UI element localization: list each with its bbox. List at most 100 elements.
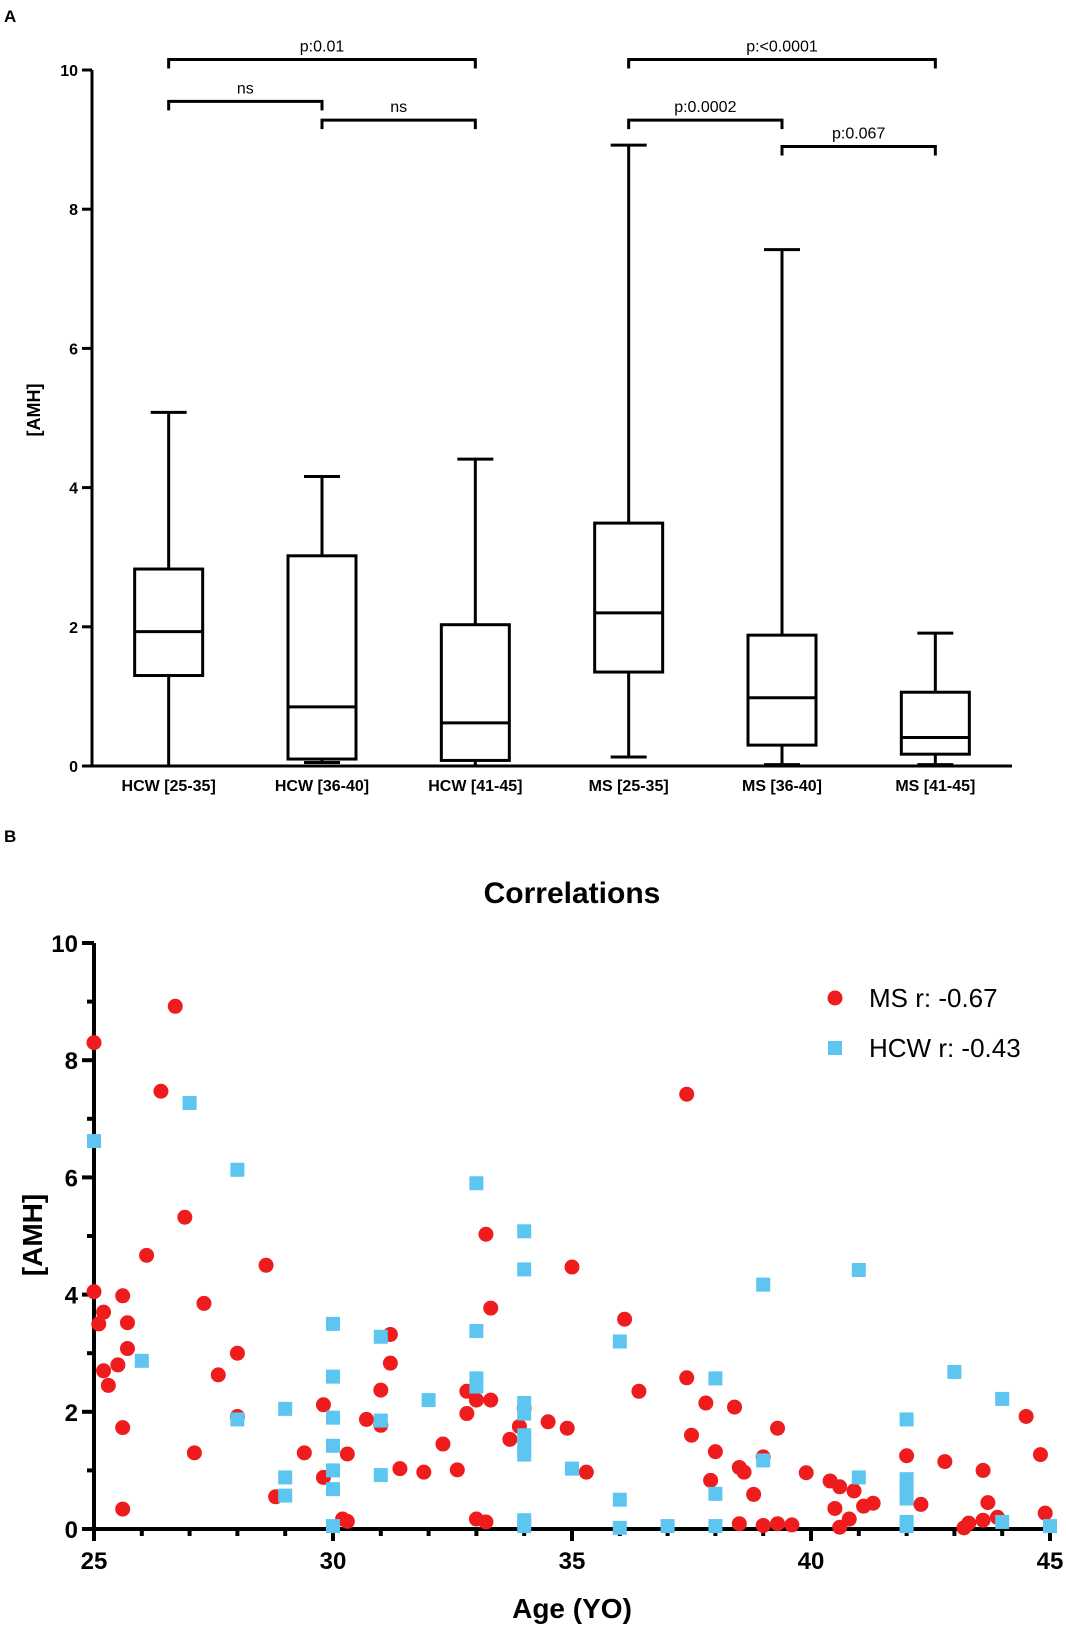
hcw-point: [612, 1334, 627, 1349]
significance-label: p:<0.0001: [746, 39, 818, 56]
panel-b-label: B: [4, 827, 16, 846]
ms-point: [119, 1315, 135, 1331]
ms-point: [96, 1304, 112, 1320]
ms-point: [373, 1382, 389, 1398]
ms-point: [315, 1397, 331, 1413]
category-label: MS [41-45]: [895, 778, 975, 795]
hcw-point: [851, 1262, 866, 1277]
ms-point: [564, 1259, 580, 1275]
hcw-point: [660, 1519, 675, 1534]
ms-point: [153, 1083, 169, 1099]
panel-b-xlabel: Age (YO): [512, 1593, 632, 1624]
category-label: MS [36-40]: [742, 778, 822, 795]
ms-point: [86, 1284, 102, 1300]
box-iqr: [746, 633, 818, 747]
y-tick-label: 2: [65, 1400, 78, 1427]
y-tick-label: 6: [65, 1165, 78, 1192]
hcw-point: [182, 1095, 197, 1110]
ms-point: [698, 1395, 714, 1411]
ms-point: [115, 1501, 131, 1517]
hcw-point: [517, 1406, 532, 1421]
y-tick-label: 0: [65, 1517, 78, 1544]
hcw-point: [995, 1514, 1010, 1529]
y-tick-label: 4: [65, 1283, 79, 1310]
significance-bracket: [167, 58, 477, 69]
hcw-point: [230, 1162, 245, 1177]
hcw-point: [469, 1323, 484, 1338]
hcw-point: [278, 1470, 293, 1485]
ms-point: [727, 1399, 743, 1415]
ms-point: [770, 1516, 786, 1532]
ms-point: [559, 1420, 575, 1436]
hcw-point: [517, 1519, 532, 1534]
hcw-point: [517, 1447, 532, 1462]
ms-point: [258, 1257, 274, 1273]
hcw-point: [278, 1401, 293, 1416]
ms-point: [483, 1300, 499, 1316]
x-tick-label: 30: [320, 1548, 347, 1575]
hcw-point: [708, 1371, 723, 1386]
category-label: HCW [41-45]: [428, 778, 522, 795]
hcw-point: [517, 1262, 532, 1277]
ms-point: [980, 1495, 996, 1511]
ms-point: [913, 1496, 929, 1512]
hcw-point: [326, 1438, 340, 1453]
ms-point: [459, 1406, 475, 1422]
hcw-point: [469, 1176, 484, 1191]
category-label: HCW [25-35]: [122, 778, 216, 795]
significance-label: p:0.067: [832, 126, 885, 143]
panel-a-label: A: [4, 7, 16, 26]
significance-bracket: [320, 118, 477, 130]
legend-marker-hcw: [828, 1041, 842, 1055]
category-label: HCW [36-40]: [275, 778, 369, 795]
hcw-point: [851, 1470, 866, 1485]
ms-point: [1018, 1408, 1034, 1424]
ms-point: [91, 1316, 107, 1332]
hcw-point: [708, 1519, 723, 1534]
box-iqr: [593, 521, 665, 674]
ms-point: [339, 1446, 355, 1462]
ms-point: [339, 1513, 355, 1529]
box-iqr: [899, 690, 971, 756]
hcw-point: [278, 1488, 293, 1503]
ms-point: [703, 1472, 719, 1488]
ms-point: [392, 1461, 408, 1477]
ms-point: [827, 1500, 843, 1516]
significance-bracket: [627, 58, 937, 69]
ms-point: [196, 1295, 212, 1311]
ms-point: [115, 1420, 131, 1436]
ms-point: [865, 1495, 881, 1511]
y-tick-label: 8: [69, 202, 78, 219]
ms-point: [478, 1514, 494, 1530]
hcw-point: [326, 1463, 340, 1478]
ms-point: [832, 1479, 848, 1495]
scatter-plot-panel: 0 2 4 6 8 10 25 30 35 40 45 MS r: -0.67 HCW r: -0.43: [51, 931, 1063, 1575]
ms-point: [679, 1370, 695, 1386]
ms-point: [736, 1464, 752, 1480]
ms-point: [899, 1448, 915, 1464]
ms-point: [841, 1511, 857, 1527]
significance-bracket: [627, 118, 784, 130]
ms-point: [358, 1411, 374, 1427]
hcw-point: [230, 1412, 245, 1427]
ms-point: [177, 1209, 193, 1225]
ms-point: [731, 1516, 747, 1532]
panel-b-title: Correlations: [484, 877, 661, 910]
y-tick-label: 10: [60, 63, 78, 80]
ms-point: [478, 1226, 494, 1242]
ms-point: [975, 1462, 991, 1478]
ms-point: [846, 1483, 862, 1499]
ms-point: [679, 1086, 695, 1102]
hcw-point: [899, 1472, 914, 1487]
significance-label: p:0.0002: [674, 99, 736, 116]
ms-point: [746, 1486, 762, 1502]
hcw-point: [517, 1396, 532, 1411]
hcw-point: [565, 1461, 579, 1476]
ms-point: [139, 1247, 155, 1263]
ms-point: [110, 1357, 126, 1373]
ms-point: [684, 1427, 699, 1443]
box-iqr: [286, 554, 358, 761]
x-tick-label: 45: [1037, 1548, 1064, 1575]
ms-point: [961, 1515, 977, 1531]
